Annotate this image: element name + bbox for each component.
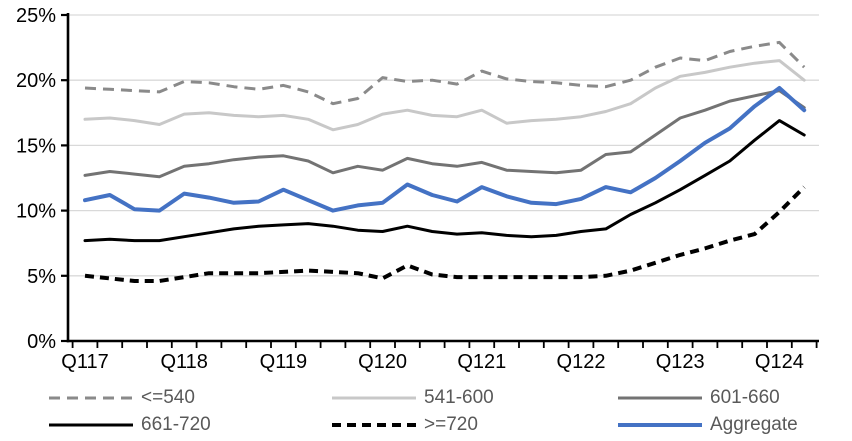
legend-item-541-600: 541-600 <box>331 386 617 410</box>
x-axis-label: Q119 <box>260 351 307 373</box>
legend-item-ge-720: >=720 <box>331 413 617 437</box>
x-axis-label: Q122 <box>557 351 606 373</box>
legend-line-sample-601-660 <box>618 396 702 400</box>
x-axis-label: Q120 <box>358 351 407 373</box>
series-line-3 <box>83 119 806 243</box>
y-axis-label: 0% <box>27 331 56 353</box>
legend-line-sample-le-540 <box>49 396 133 400</box>
legend-line-sample-541-600 <box>332 396 416 400</box>
series-line-1 <box>83 59 806 132</box>
legend-line-sample-ge-720 <box>332 423 416 427</box>
legend-label-541-600: 541-600 <box>424 387 494 408</box>
legend-label-601-660: 601-660 <box>710 387 780 408</box>
legend-label-661-720: 661-720 <box>141 414 211 435</box>
x-axis-label: Q124 <box>755 351 804 373</box>
legend-item-le-540: <=540 <box>48 386 331 410</box>
y-axis-label: 15% <box>16 135 56 157</box>
legend-label-le-540: <=540 <box>141 387 195 408</box>
legend-line-sample-661-720 <box>49 423 133 427</box>
y-axis-label: 10% <box>16 201 56 223</box>
x-axis-label: Q118 <box>160 351 207 373</box>
y-axis-label: 5% <box>27 266 56 288</box>
legend-item-661-720: 661-720 <box>48 413 331 437</box>
x-axis-label: Q123 <box>656 351 705 373</box>
legend-label-aggregate: Aggregate <box>710 414 798 435</box>
series-line-4 <box>84 185 806 283</box>
legend-line-sample-aggregate <box>618 423 702 427</box>
legend-item-601-660: 601-660 <box>617 386 852 410</box>
series-line-2 <box>83 89 806 179</box>
y-axis-label: 25% <box>16 5 56 27</box>
x-axis-label: Q117 <box>61 351 108 373</box>
legend-label-ge-720: >=720 <box>424 414 478 435</box>
y-axis-label: 20% <box>16 70 56 92</box>
chart-legend: <=540 541-600 601-660 661-720 >=720 Aggr… <box>0 386 852 437</box>
legend-item-aggregate: Aggregate <box>617 413 852 437</box>
series-line-5 <box>83 86 807 213</box>
x-axis-label: Q121 <box>457 351 506 373</box>
